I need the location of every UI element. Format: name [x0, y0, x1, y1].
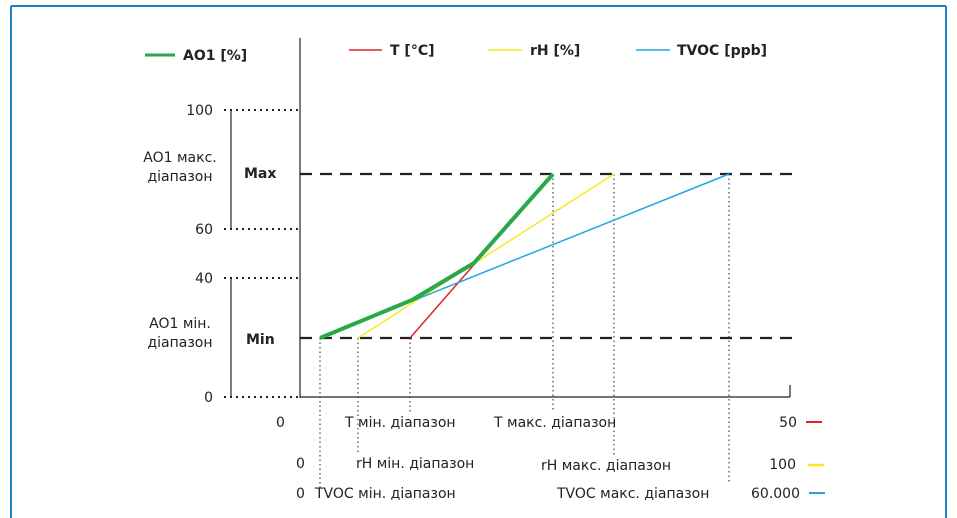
x-row-t: 0 T мін. діапазон T макс. діапазон 50 — [276, 415, 797, 431]
tvoc-min-label: TVOC мін. діапазон — [314, 486, 456, 502]
rh-start-label: 0 — [296, 456, 305, 472]
max-label: Max — [244, 166, 276, 182]
x-row-rh: 0 rH мін. діапазон rH макс. діапазон 100 — [296, 456, 796, 474]
rh-end-label: 100 — [769, 457, 796, 473]
ao1-curve — [319, 172, 555, 340]
rh-curve — [357, 173, 615, 339]
y-tick-40: 40 — [195, 271, 213, 287]
y-tick-100: 100 — [186, 103, 213, 119]
min-range-label-line2: діапазон — [147, 335, 212, 351]
rh-min-label: rH мін. діапазон — [356, 456, 474, 472]
max-range-label-line1: AO1 макс. — [143, 150, 216, 166]
t-min-label: T мін. діапазон — [344, 415, 456, 431]
min-label: Min — [246, 332, 275, 348]
tvoc-start-label: 0 — [296, 486, 305, 502]
y-tick-dotted-lines — [224, 109, 300, 398]
y-tick-60: 60 — [195, 222, 213, 238]
range-labels: AO1 макс. діапазон AO1 мін. діапазон — [143, 150, 216, 351]
vertical-guide-lines — [319, 174, 730, 490]
legend: AO1 [%] T [°C] rH [%] TVOC [ppb] — [145, 43, 767, 64]
x-row-tvoc: 0 TVOC мін. діапазон TVOC макс. діапазон… — [296, 486, 800, 502]
max-range-label-line2: діапазон — [147, 169, 212, 185]
min-range-label-line1: AO1 мін. — [149, 316, 211, 332]
tvoc-max-label: TVOC макс. діапазон — [556, 486, 709, 502]
t-end-label: 50 — [779, 415, 797, 431]
t-start-label: 0 — [276, 415, 285, 431]
y-tick-labels: 100 60 40 0 — [186, 103, 213, 406]
y-tick-0: 0 — [204, 390, 213, 406]
tvoc-end-label: 60.000 — [751, 486, 800, 502]
legend-t-label: T [°C] — [390, 43, 435, 59]
legend-ao1-label: AO1 [%] — [183, 48, 247, 64]
t-max-label: T макс. діапазон — [493, 415, 616, 431]
legend-tvoc-label: TVOC [ppb] — [677, 43, 767, 59]
legend-rh-label: rH [%] — [530, 43, 580, 59]
rh-max-label: rH макс. діапазон — [541, 458, 671, 474]
